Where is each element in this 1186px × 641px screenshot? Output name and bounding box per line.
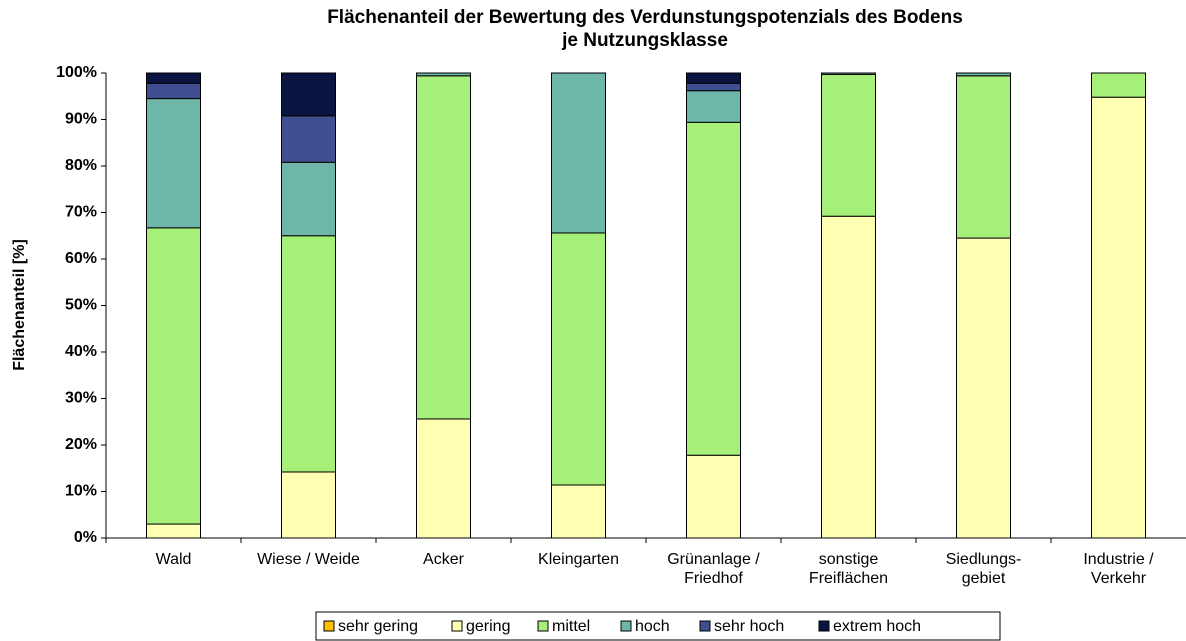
y-tick-label: 30% — [65, 390, 97, 407]
x-tick-label: Wald — [156, 551, 192, 568]
y-tick-label: 80% — [65, 157, 97, 174]
bar-segment — [1091, 96, 1146, 539]
bar-segment — [686, 454, 741, 539]
bar-segment — [551, 232, 606, 486]
x-tick-label: Siedlungs-gebiet — [946, 551, 1022, 587]
bar-segment — [686, 82, 741, 92]
legend-box — [315, 611, 1001, 641]
y-tick-label: 50% — [65, 297, 97, 314]
bar-segment — [281, 161, 336, 237]
bar-segment — [146, 82, 201, 100]
legend-label: sehr gering — [338, 618, 418, 635]
legend-swatch — [451, 620, 463, 632]
legend-label: hoch — [635, 618, 670, 635]
legend-label: mittel — [552, 618, 590, 635]
legend-label: sehr hoch — [714, 618, 784, 635]
bar-segment — [821, 73, 876, 217]
bar-segment — [1091, 72, 1146, 98]
legend-swatch — [699, 620, 711, 632]
y-tick-label: 0% — [74, 529, 97, 546]
x-tick-label: Wiese / Weide — [257, 551, 360, 568]
bar-segment — [281, 471, 336, 539]
x-tick-label: Grünanlage / Friedhof — [667, 551, 760, 587]
y-tick-label: 10% — [65, 483, 97, 500]
bar-segment — [146, 227, 201, 525]
bar-segment — [146, 98, 201, 229]
bar-segment — [146, 523, 201, 539]
bar-segment — [281, 235, 336, 473]
y-tick-label: 100% — [56, 64, 97, 81]
bar-segment — [821, 215, 876, 539]
legend-swatch — [537, 620, 549, 632]
x-tick-label: Acker — [423, 551, 465, 568]
bar-segment — [146, 72, 201, 84]
bar-segment — [821, 72, 876, 75]
bar-segment — [686, 121, 741, 456]
bar-segment — [686, 72, 741, 84]
x-tick-label: Industrie / Verkehr — [1083, 551, 1154, 587]
y-axis-label: Flächenanteil [%] — [11, 239, 28, 371]
bar-segment — [956, 75, 1011, 239]
bar-segment — [956, 72, 1011, 77]
x-tick-label: sonstige Freiflächen — [809, 551, 888, 587]
y-tick-label: 60% — [65, 250, 97, 267]
bar-segment — [416, 75, 471, 420]
bar-segment — [551, 72, 606, 234]
y-tick-label: 90% — [65, 111, 97, 128]
x-tick-label: Kleingarten — [538, 551, 619, 568]
y-tick-label: 70% — [65, 204, 97, 221]
bar-segment — [956, 237, 1011, 539]
legend-swatch — [620, 620, 632, 632]
bar-segment — [551, 484, 606, 539]
legend-swatch — [323, 620, 335, 632]
bar-segment — [416, 418, 471, 539]
legend-label: gering — [466, 618, 510, 635]
bar-segment — [416, 72, 471, 77]
legend-label: extrem hoch — [833, 618, 921, 635]
chart-title: Flächenanteil der Bewertung des Verdunst… — [327, 7, 963, 51]
bar-segment — [281, 72, 336, 117]
y-tick-label: 20% — [65, 436, 97, 453]
y-tick-label: 40% — [65, 343, 97, 360]
legend-swatch — [818, 620, 830, 632]
bar-segment — [281, 115, 336, 163]
bar-segment — [686, 90, 741, 123]
